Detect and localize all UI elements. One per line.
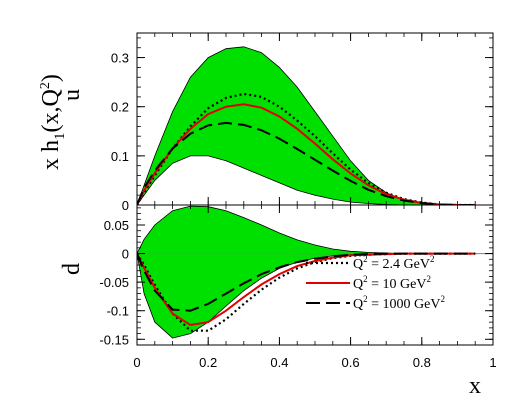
plot-area <box>137 46 493 205</box>
legend-text-part: Q <box>353 257 363 272</box>
x-tick-label: 0.4 <box>270 355 288 370</box>
uncertainty-band <box>137 46 476 205</box>
y-tick-label: 0.2 <box>111 100 129 115</box>
series-line-dashed <box>137 121 476 205</box>
bottom-panel: -0.15 -0.1 -0.05 0 0.05 0 0.2 0.4 0.6 0.8 1 <box>99 204 497 370</box>
y-tick-label: 0.1 <box>111 149 129 164</box>
y-tick-label: -0.05 <box>99 275 129 290</box>
uncertainty-band <box>137 205 476 339</box>
x-tick-label: 0.8 <box>413 355 431 370</box>
x-tick-label: 1 <box>489 355 496 370</box>
legend-text-part: 2 <box>363 274 368 284</box>
legend-text-part: 2 <box>363 254 368 264</box>
legend-text-part: Q <box>353 297 363 312</box>
legend-text-part: Q <box>353 277 363 292</box>
legend-text-part: = 10 GeV <box>368 277 427 292</box>
y-tick-label: 0 <box>122 198 129 213</box>
y-tick-label: 0 <box>122 247 129 262</box>
x-tick-label: 0 <box>133 355 140 370</box>
top-panel: 0 0.1 0.2 0.3 <box>111 32 494 213</box>
ylabel-main: x h <box>38 140 64 170</box>
ylabel-args: (x,Q <box>38 89 64 132</box>
x-tick-label: 0.2 <box>199 355 217 370</box>
legend-text-part: 2 <box>363 294 368 304</box>
y-tick-label: -0.1 <box>107 304 129 319</box>
series-line-dashed <box>137 252 476 312</box>
legend-text-part: 2 <box>426 274 431 284</box>
legend-text-part: = 2.4 GeV <box>368 257 430 272</box>
plot-area <box>137 205 493 339</box>
legend-entry: Q2 = 10 GeV2 <box>353 274 431 292</box>
ylabel-sup: 2 <box>38 82 53 89</box>
ylabel-close: ) <box>38 74 64 82</box>
x-axis-label: x <box>469 373 481 399</box>
top-ylabel: x h1(x,Q2) <box>38 74 68 170</box>
bottom-flavor-label: d <box>59 263 85 275</box>
legend-text-part: 2 <box>430 254 435 264</box>
legend-text-part: = 1000 GeV <box>368 297 441 312</box>
legend-text-part: 2 <box>440 294 445 304</box>
legend-entry: Q2 = 2.4 GeV2 <box>353 254 434 272</box>
series-line-solid <box>137 103 476 205</box>
top-flavor-label: u <box>59 89 85 101</box>
ylabel-sub: 1 <box>52 133 68 141</box>
legend-entry: Q2 = 1000 GeV2 <box>353 294 445 312</box>
x-tick-label: 0.6 <box>342 355 360 370</box>
y-tick-label: -0.15 <box>99 332 129 347</box>
y-tick-label: 0.3 <box>111 51 129 66</box>
y-tick-label: 0.05 <box>104 218 129 233</box>
